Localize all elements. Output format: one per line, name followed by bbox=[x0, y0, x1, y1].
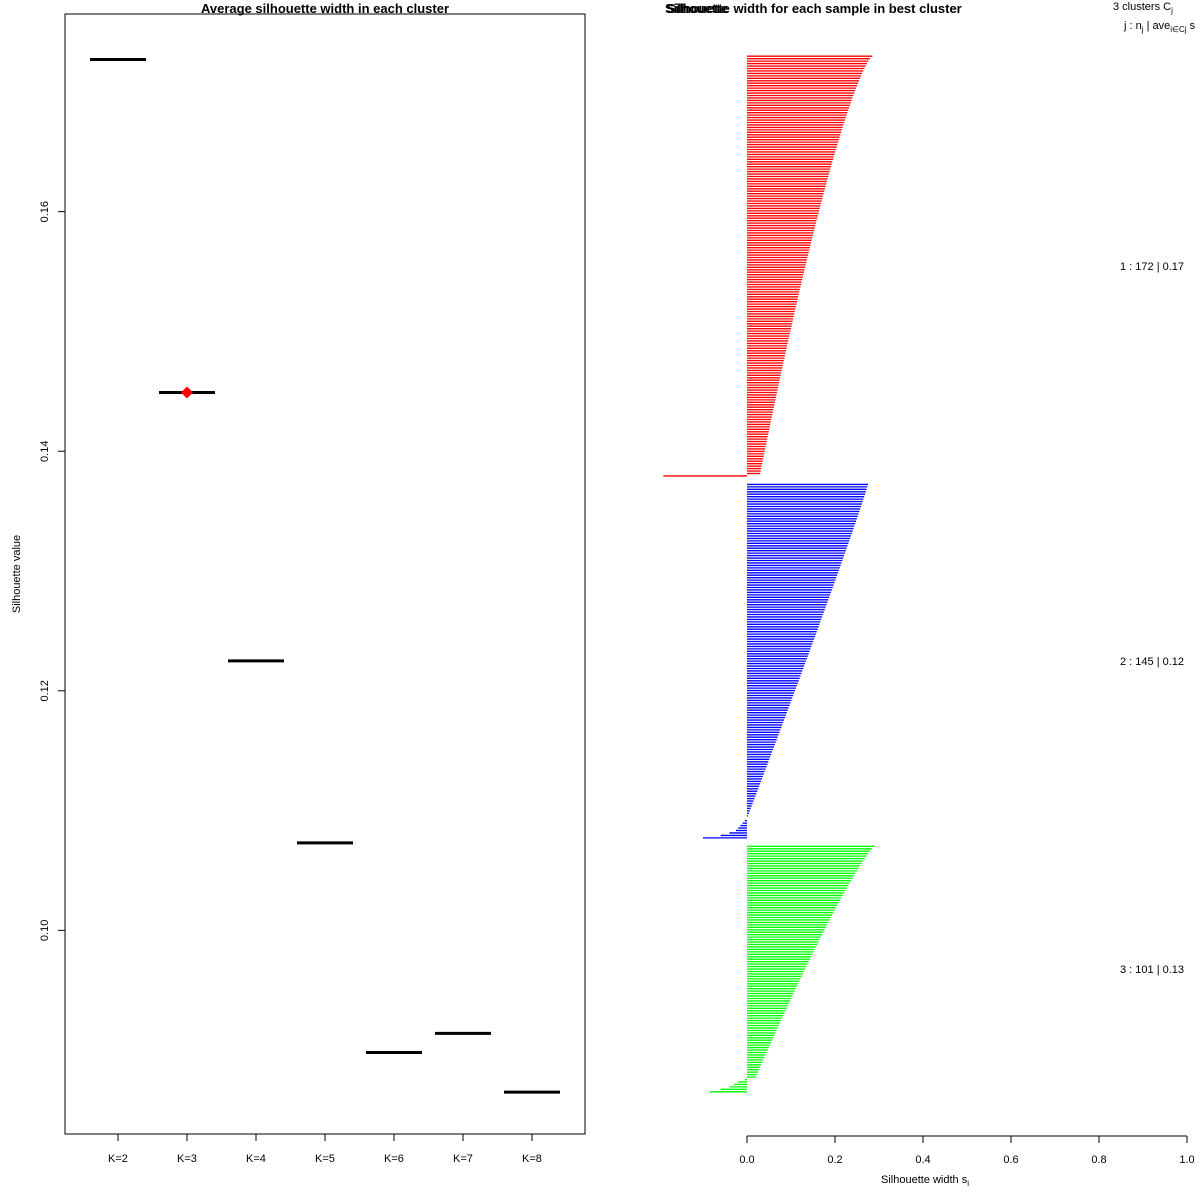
left-y-axis: 0.10 0.12 0.14 0.16 bbox=[39, 201, 65, 941]
left-y-tick-label: 0.10 bbox=[39, 920, 51, 941]
left-x-tick-label: K=6 bbox=[384, 1153, 404, 1165]
right-x-tick-label: 0.0 bbox=[739, 1154, 754, 1166]
left-x-tick-label: K=7 bbox=[453, 1153, 473, 1165]
left-x-tick-label: K=4 bbox=[246, 1153, 266, 1165]
right-panel-sample-silhouette: Silhouette Silhouette width for each sam… bbox=[663, 1, 1196, 1188]
legend-header-clusters: 3 clusters Cj bbox=[1113, 1, 1173, 15]
right-cluster-labels: 1 : 172 | 0.17 2 : 145 | 0.12 3 : 101 | 0.… bbox=[1120, 261, 1184, 976]
right-x-tick-label: 0.4 bbox=[915, 1154, 930, 1166]
right-x-axis: 0.0 0.2 0.4 0.6 0.8 1.0 bbox=[739, 1135, 1195, 1166]
cluster-summary-label: 3 : 101 | 0.13 bbox=[1120, 964, 1184, 976]
right-x-tick-label: 0.2 bbox=[827, 1154, 842, 1166]
left-x-tick-label: K=8 bbox=[522, 1153, 542, 1165]
legend-header-ave: | ave bbox=[1144, 20, 1171, 32]
right-silhouette-bars bbox=[663, 55, 875, 1093]
left-x-tick-label: K=3 bbox=[177, 1153, 197, 1165]
left-x-tick-label: K=5 bbox=[315, 1153, 335, 1165]
left-x-tick-label: K=2 bbox=[108, 1153, 128, 1165]
legend-header-clusters-sub: j bbox=[1170, 6, 1173, 15]
left-y-axis-label: Silhouette value bbox=[11, 535, 23, 613]
right-chart-title: Silhouette width for each sample in best… bbox=[667, 1, 962, 16]
legend-header-n-sub: j bbox=[1141, 25, 1144, 34]
left-panel-avg-silhouette: Average silhouette width in each cluster… bbox=[11, 1, 586, 1165]
legend-header-n: j : n bbox=[1123, 20, 1142, 32]
right-x-tick-label: 0.8 bbox=[1091, 1154, 1106, 1166]
left-y-tick-label: 0.16 bbox=[39, 201, 51, 222]
right-x-axis-label-sub: i bbox=[967, 1179, 969, 1188]
legend-header-columns: j : nj | avei∈Cj s bbox=[1123, 20, 1196, 34]
cluster-summary-label: 2 : 145 | 0.12 bbox=[1120, 656, 1184, 668]
left-avg-marks bbox=[90, 58, 560, 1094]
legend-header-ave-sub: i∈Cj bbox=[1170, 25, 1187, 34]
right-x-axis-label: Silhouette width si bbox=[881, 1174, 969, 1188]
left-y-tick-label: 0.14 bbox=[39, 441, 51, 462]
right-x-axis-label-text: Silhouette width s bbox=[881, 1174, 968, 1186]
best-k-marker bbox=[181, 386, 193, 399]
left-chart-title: Average silhouette width in each cluster bbox=[201, 1, 449, 16]
left-y-tick-label: 0.12 bbox=[39, 680, 51, 701]
right-x-tick-label: 1.0 bbox=[1179, 1154, 1194, 1166]
right-chart-title-overlap: Silhouette bbox=[665, 1, 728, 16]
left-x-axis: K=2 K=3 K=4 K=5 K=6 K=7 K=8 bbox=[108, 1134, 542, 1165]
legend-header-clusters-text: 3 clusters C bbox=[1113, 1, 1171, 13]
cluster-summary-label: 1 : 172 | 0.17 bbox=[1120, 261, 1184, 273]
legend-header-s: s bbox=[1187, 20, 1196, 32]
right-x-tick-label: 0.6 bbox=[1003, 1154, 1018, 1166]
